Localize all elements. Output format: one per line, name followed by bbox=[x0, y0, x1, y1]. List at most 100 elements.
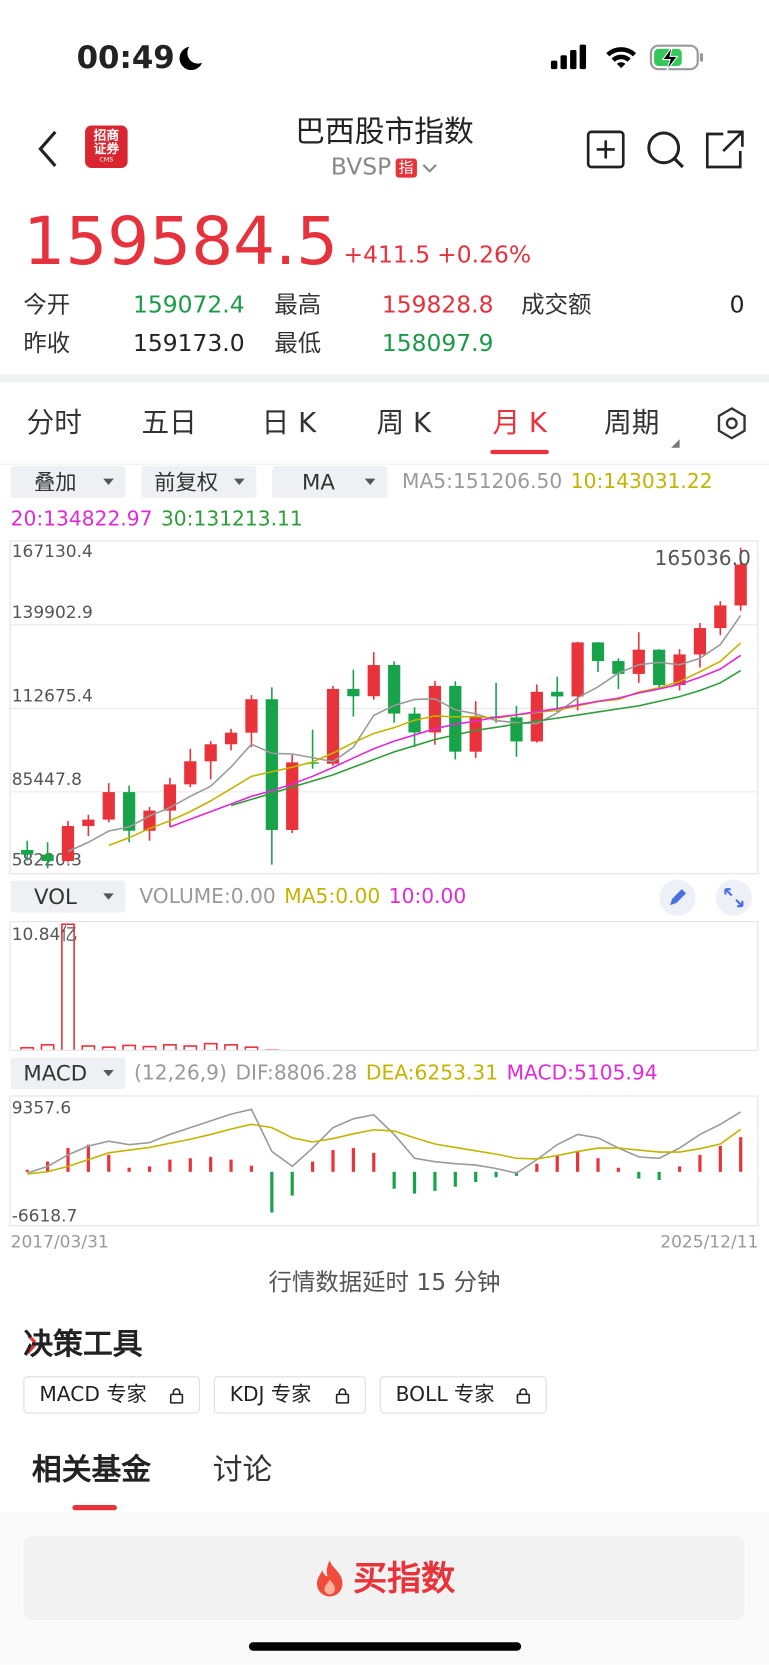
clock: 00:49 bbox=[76, 39, 175, 76]
legend-value: 0.00 bbox=[230, 884, 276, 909]
ma-legend: 20:134822.97 30:131213.11 bbox=[11, 509, 303, 529]
candle-body bbox=[530, 691, 543, 742]
field-label: 昨收 bbox=[23, 330, 71, 358]
candle-body bbox=[224, 732, 238, 745]
home-indicator bbox=[248, 1642, 522, 1651]
candle-body bbox=[82, 819, 95, 827]
period-tab[interactable]: 五日 bbox=[141, 407, 197, 440]
candle-body bbox=[653, 649, 666, 686]
buy-button[interactable]: 买指数 bbox=[23, 1535, 745, 1620]
macd-params: (12,26,9) bbox=[134, 1061, 227, 1085]
tool-label: KDJ 专家 bbox=[229, 1382, 312, 1407]
macd-bar bbox=[677, 1166, 682, 1172]
candle-body bbox=[612, 661, 625, 674]
tool-label: MACD 专家 bbox=[39, 1382, 147, 1407]
period-tab[interactable]: 月 K bbox=[492, 407, 548, 440]
tool-button[interactable]: MACD 专家 bbox=[23, 1376, 200, 1414]
candle-panel: 58220.385447.8112675.4139902.9167130.416… bbox=[9, 540, 759, 875]
period-tab[interactable]: 周期 bbox=[604, 407, 660, 440]
adjust-dropdown[interactable]: 前复权 bbox=[141, 465, 257, 498]
vol-legend: VOLUME:0.00 MA5:0.00 10:0.00 bbox=[139, 887, 466, 907]
back-button[interactable] bbox=[32, 128, 64, 171]
candle-body bbox=[734, 564, 747, 606]
indicator-line bbox=[27, 1123, 742, 1175]
status-icons bbox=[550, 44, 704, 71]
bottom-tab-underline bbox=[72, 1504, 117, 1511]
macd-bar bbox=[311, 1161, 315, 1172]
panel-tools[interactable] bbox=[658, 879, 754, 917]
legend-item: DIF:8806.28 bbox=[235, 1063, 357, 1084]
candle-body bbox=[551, 691, 564, 697]
legend-item: MA5:0.00 bbox=[284, 887, 380, 907]
divider bbox=[0, 463, 769, 465]
nav-actions[interactable] bbox=[585, 128, 755, 173]
bottom-tab[interactable]: 相关基金 bbox=[31, 1451, 152, 1487]
field-label: 今开 bbox=[23, 292, 71, 320]
candle-body bbox=[714, 605, 727, 629]
legend-name: 20: bbox=[10, 507, 44, 531]
macd-chart: -6618.7 9357.6 bbox=[12, 1098, 743, 1225]
buy-label: 买指数 bbox=[353, 1557, 456, 1599]
dropdown-chevron[interactable] bbox=[421, 162, 438, 175]
macd-bar bbox=[657, 1171, 661, 1180]
indicator-line bbox=[230, 669, 742, 807]
field-value: 0 bbox=[729, 292, 745, 320]
title-accent bbox=[26, 1334, 37, 1354]
legend-item: DEA:6253.31 bbox=[366, 1063, 498, 1084]
macd-bar bbox=[66, 1148, 70, 1172]
overlay-dropdown[interactable]: 叠加 bbox=[10, 465, 126, 498]
candle-body bbox=[286, 762, 299, 830]
period-tab[interactable]: 分时 bbox=[26, 407, 82, 440]
candle-body bbox=[449, 685, 462, 752]
macd-bar bbox=[433, 1171, 437, 1191]
y-tick-label: 112675.4 bbox=[12, 687, 93, 707]
index-badge: 指 bbox=[395, 158, 417, 178]
bottom-tab[interactable]: 讨论 bbox=[212, 1451, 273, 1487]
ma-legend: MA5:151206.50 10:143031.22 bbox=[402, 472, 713, 492]
legend-item: VOLUME:0.00 bbox=[139, 887, 275, 907]
macd-bar bbox=[576, 1151, 580, 1172]
volume-bar bbox=[224, 1044, 238, 1050]
tool-label: BOLL 专家 bbox=[395, 1382, 495, 1407]
macd-dropdown[interactable]: MACD bbox=[10, 1057, 126, 1090]
price-change: +411.5 bbox=[343, 242, 431, 270]
candle-body bbox=[306, 762, 319, 764]
indicator-line bbox=[67, 614, 742, 853]
legend-item: 30:131213.11 bbox=[161, 509, 303, 529]
legend-item: 20:134822.97 bbox=[11, 509, 153, 529]
candle-body bbox=[408, 713, 421, 733]
volume-bar bbox=[244, 1046, 259, 1050]
volume-bar bbox=[264, 1049, 279, 1050]
macd-bar bbox=[596, 1158, 600, 1172]
vol-dropdown[interactable]: VOL bbox=[10, 880, 126, 913]
indicator-dropdown[interactable]: MA bbox=[272, 465, 388, 498]
legend-item: 10:0.00 bbox=[389, 887, 467, 907]
period-tab[interactable]: 日 K bbox=[261, 407, 317, 440]
period-tab[interactable]: 周 K bbox=[376, 407, 432, 440]
dropdown-label: MACD bbox=[23, 1060, 88, 1086]
flame-icon bbox=[316, 1559, 343, 1596]
separator bbox=[0, 374, 769, 383]
candle-body bbox=[184, 761, 197, 785]
settings-icon[interactable] bbox=[716, 406, 748, 440]
legend-value: 131213.11 bbox=[193, 507, 303, 531]
macd-bar bbox=[209, 1156, 213, 1172]
broker-logo: 招商 证券 CMS bbox=[85, 125, 128, 169]
macd-bar bbox=[474, 1171, 478, 1182]
macd-bar bbox=[86, 1144, 90, 1172]
macd-bar bbox=[229, 1159, 233, 1172]
candle-body bbox=[163, 784, 177, 811]
tool-button[interactable]: KDJ 专家 bbox=[213, 1376, 366, 1414]
field-value: 159828.8 bbox=[381, 292, 494, 320]
candle-body bbox=[204, 744, 217, 762]
volume-chart: 10.84亿 bbox=[12, 923, 279, 1050]
field-label: 最低 bbox=[274, 330, 322, 358]
logo-text: 证券 bbox=[93, 141, 120, 157]
legend-name: VOLUME: bbox=[139, 884, 231, 909]
tool-button[interactable]: BOLL 专家 bbox=[379, 1376, 547, 1414]
legend-value: 143031.22 bbox=[603, 470, 713, 494]
legend-name: 10: bbox=[570, 470, 604, 494]
macd-bar bbox=[351, 1148, 355, 1172]
max-label: 165036.0 bbox=[655, 546, 751, 570]
